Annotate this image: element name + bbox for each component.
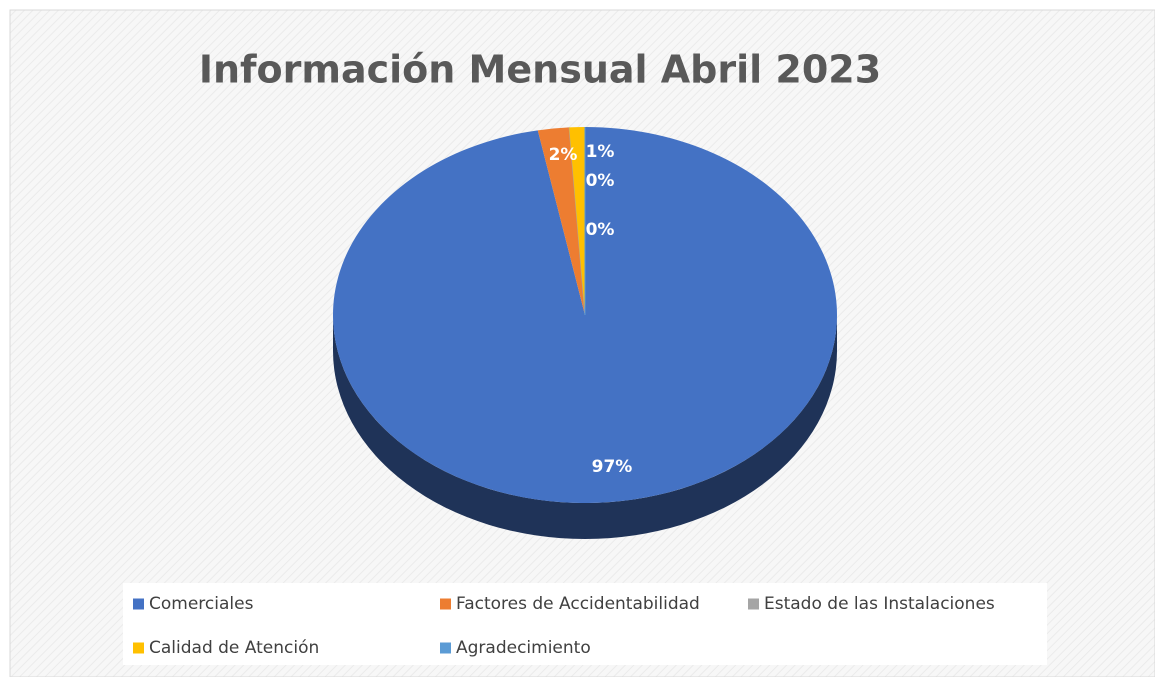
data-label: 97% (592, 457, 633, 477)
data-label: 2% (549, 145, 578, 165)
legend-swatch (440, 598, 451, 610)
data-label: 1% (586, 142, 615, 162)
legend-box (123, 583, 1047, 665)
legend-swatch (133, 598, 144, 610)
legend-swatch (748, 598, 759, 610)
value-labels: 97% 2% 0% 1% 0% (549, 142, 633, 477)
legend-label: Calidad de Atención (149, 638, 319, 658)
chart-title: Información Mensual Abril 2023 (199, 48, 881, 92)
pie (333, 127, 838, 539)
data-label: 0% (586, 220, 615, 240)
legend-swatch (133, 642, 144, 654)
pie-slice (537, 127, 585, 315)
legend: Comerciales Factores de Accidentabilidad E… (133, 594, 995, 658)
legend-label: Factores de Accidentabilidad (456, 594, 700, 614)
legend-label: Agradecimiento (456, 638, 591, 658)
pie-slice (569, 127, 585, 315)
legend-swatch (440, 642, 451, 654)
pie-side (333, 315, 837, 539)
data-label: 0% (586, 171, 615, 191)
legend-label: Estado de las Instalaciones (764, 594, 995, 614)
legend-label: Comerciales (149, 594, 254, 614)
